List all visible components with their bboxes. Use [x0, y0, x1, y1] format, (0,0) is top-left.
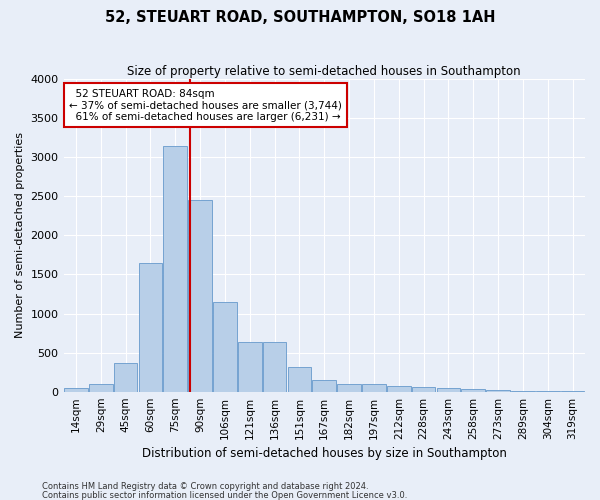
Bar [64, 388, 88, 392]
Bar [412, 388, 436, 392]
Bar [337, 384, 361, 392]
Bar [437, 388, 460, 392]
Bar [163, 146, 187, 392]
Text: Contains HM Land Registry data © Crown copyright and database right 2024.: Contains HM Land Registry data © Crown c… [42, 482, 368, 491]
Bar [188, 200, 212, 392]
Bar [313, 380, 336, 392]
Bar [89, 384, 113, 392]
Text: Contains public sector information licensed under the Open Government Licence v3: Contains public sector information licen… [42, 490, 407, 500]
Text: 52, STEUART ROAD, SOUTHAMPTON, SO18 1AH: 52, STEUART ROAD, SOUTHAMPTON, SO18 1AH [105, 10, 495, 25]
Y-axis label: Number of semi-detached properties: Number of semi-detached properties [15, 132, 25, 338]
Title: Size of property relative to semi-detached houses in Southampton: Size of property relative to semi-detach… [127, 65, 521, 78]
Bar [263, 342, 286, 392]
Bar [486, 390, 510, 392]
Bar [213, 302, 237, 392]
Bar [139, 263, 162, 392]
X-axis label: Distribution of semi-detached houses by size in Southampton: Distribution of semi-detached houses by … [142, 447, 507, 460]
Bar [287, 368, 311, 392]
Bar [461, 389, 485, 392]
Bar [114, 363, 137, 392]
Bar [362, 384, 386, 392]
Bar [387, 386, 410, 392]
Text: 52 STEUART ROAD: 84sqm
← 37% of semi-detached houses are smaller (3,744)
  61% o: 52 STEUART ROAD: 84sqm ← 37% of semi-det… [69, 88, 341, 122]
Bar [238, 342, 262, 392]
Bar [511, 391, 535, 392]
